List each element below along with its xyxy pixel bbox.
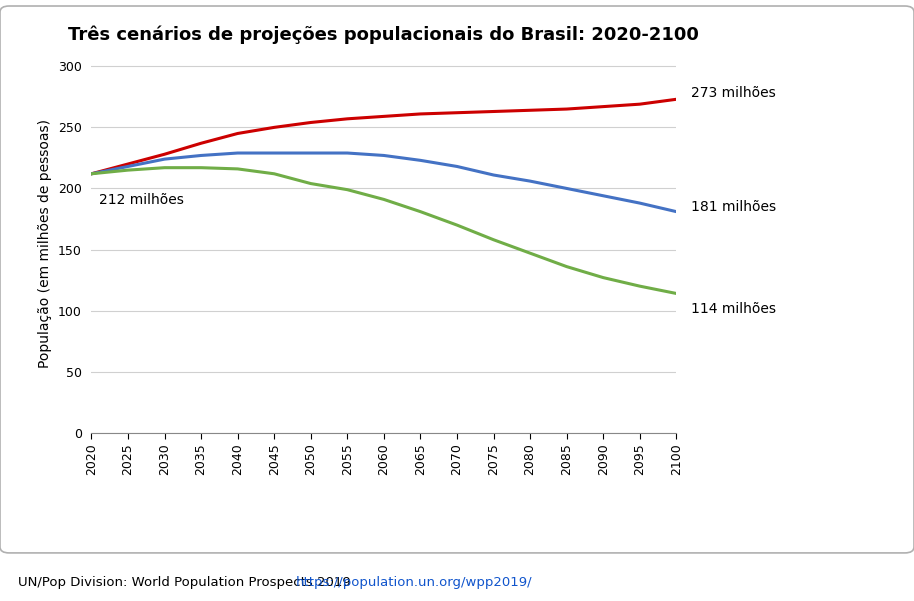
Proj. média bbox=[561, 185, 572, 192]
Proj. alta bbox=[86, 170, 97, 177]
Proj. média bbox=[671, 208, 682, 215]
Line: Proj. alta: Proj. alta bbox=[91, 99, 676, 174]
Text: UN/Pop Division: World Population Prospects 2019: UN/Pop Division: World Population Prospe… bbox=[18, 576, 356, 590]
Proj. alta bbox=[671, 96, 682, 103]
Proj. baixa bbox=[86, 170, 97, 177]
Proj. baixa bbox=[634, 282, 645, 290]
Proj. baixa bbox=[452, 222, 462, 229]
Proj. média bbox=[378, 152, 389, 159]
Proj. média bbox=[525, 177, 536, 185]
Proj. média bbox=[452, 163, 462, 170]
Proj. baixa bbox=[196, 164, 207, 171]
Proj. alta bbox=[342, 115, 353, 123]
Y-axis label: População (em milhões de pessoas): População (em milhões de pessoas) bbox=[38, 119, 52, 368]
Text: 273 milhões: 273 milhões bbox=[691, 86, 776, 100]
Proj. baixa bbox=[159, 164, 170, 171]
Proj. baixa bbox=[598, 274, 609, 281]
Proj. média bbox=[305, 150, 316, 157]
Proj. alta bbox=[634, 100, 645, 108]
Proj. alta bbox=[561, 105, 572, 112]
Proj. alta bbox=[525, 106, 536, 114]
Proj. baixa bbox=[232, 165, 243, 172]
Proj. alta bbox=[378, 113, 389, 120]
Proj. baixa bbox=[488, 236, 499, 243]
Proj. média bbox=[415, 157, 426, 164]
Proj. média bbox=[86, 170, 97, 177]
Proj. média bbox=[488, 171, 499, 178]
Text: 181 milhões: 181 milhões bbox=[691, 200, 776, 214]
Proj. média bbox=[634, 200, 645, 207]
Proj. média bbox=[342, 150, 353, 157]
Proj. alta bbox=[122, 160, 133, 168]
Proj. média bbox=[122, 163, 133, 170]
Proj. baixa bbox=[122, 166, 133, 174]
Proj. alta bbox=[305, 119, 316, 126]
Title: Três cenários de projeções populacionais do Brasil: 2020-2100: Três cenários de projeções populacionais… bbox=[69, 26, 699, 44]
Proj. média bbox=[196, 152, 207, 159]
Proj. baixa bbox=[671, 290, 682, 297]
Proj. baixa bbox=[415, 208, 426, 215]
Legend: Proj. alta, Proj. média, Proj. baixa: Proj. alta, Proj. média, Proj. baixa bbox=[188, 597, 579, 601]
Proj. baixa bbox=[525, 249, 536, 257]
Proj. alta bbox=[452, 109, 462, 117]
Text: 212 milhões: 212 milhões bbox=[99, 194, 184, 207]
Proj. média bbox=[159, 156, 170, 163]
Proj. média bbox=[232, 150, 243, 157]
Proj. alta bbox=[196, 139, 207, 147]
Line: Proj. baixa: Proj. baixa bbox=[91, 168, 676, 293]
Proj. baixa bbox=[378, 196, 389, 203]
Proj. alta bbox=[232, 130, 243, 137]
Proj. média bbox=[269, 150, 280, 157]
Proj. média bbox=[598, 192, 609, 200]
Proj. baixa bbox=[342, 186, 353, 194]
Proj. alta bbox=[598, 103, 609, 110]
Proj. alta bbox=[159, 151, 170, 158]
Text: 114 milhões: 114 milhões bbox=[691, 302, 776, 316]
Proj. alta bbox=[415, 111, 426, 118]
Proj. baixa bbox=[305, 180, 316, 187]
Proj. alta bbox=[269, 124, 280, 131]
Proj. alta bbox=[488, 108, 499, 115]
Line: Proj. média: Proj. média bbox=[91, 153, 676, 212]
Proj. baixa bbox=[561, 263, 572, 270]
Text: https://population.un.org/wpp2019/: https://population.un.org/wpp2019/ bbox=[296, 576, 533, 590]
Proj. baixa bbox=[269, 170, 280, 177]
